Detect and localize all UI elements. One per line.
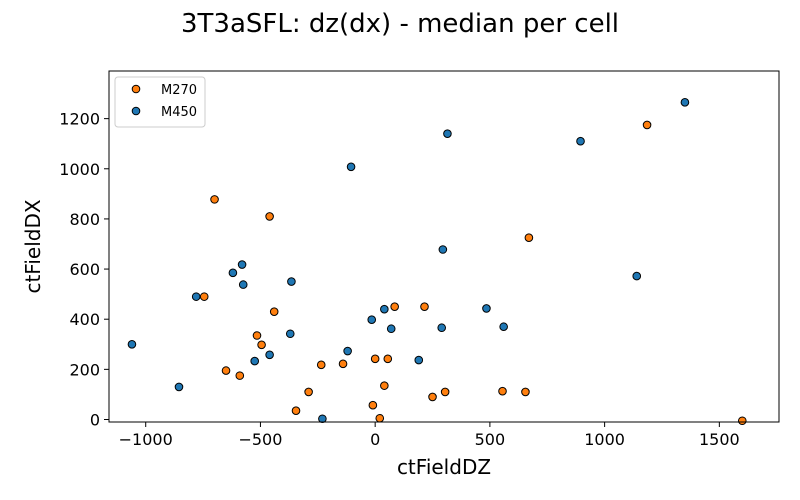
legend-marker (131, 84, 141, 94)
x-tick-label: 1000 (584, 430, 625, 449)
point-m450 (380, 304, 389, 314)
point-m450 (343, 346, 352, 356)
legend-label: M450 (161, 105, 197, 120)
point-m450 (346, 162, 356, 172)
point-m450 (438, 245, 448, 254)
x-tick-label: 500 (475, 430, 506, 449)
point-m270 (304, 387, 313, 397)
point-m270 (338, 359, 348, 369)
point-m270 (498, 386, 507, 396)
point-m270 (370, 354, 380, 364)
y-axis: 0 200 400 600 800 1000 1200 (59, 110, 109, 429)
point-m270 (420, 302, 429, 311)
point-m450 (285, 329, 295, 339)
point-m450 (386, 324, 396, 334)
point-m450 (443, 129, 452, 138)
x-tick-label: −500 (238, 430, 282, 449)
point-m450 (127, 339, 137, 349)
y-tick-label: 1200 (59, 110, 100, 129)
point-m270 (737, 416, 747, 426)
point-m270 (316, 360, 326, 370)
point-m450 (228, 268, 238, 278)
point-m450 (318, 414, 327, 424)
y-axis-title: ctFieldDX (21, 199, 45, 293)
y-tick-label: 1000 (59, 160, 100, 179)
x-axis-title: ctFieldDZ (397, 455, 491, 479)
point-m450 (632, 271, 642, 281)
point-m270 (291, 406, 301, 416)
legend: M270 M450 (114, 76, 206, 128)
y-tick-label: 800 (69, 210, 100, 229)
point-m270 (642, 120, 652, 130)
y-tick-label: 400 (69, 310, 100, 329)
point-m270 (375, 413, 385, 423)
point-m270 (221, 366, 231, 375)
point-m270 (199, 292, 209, 301)
points-layer (127, 98, 747, 426)
point-m450 (265, 350, 274, 360)
plot-frame (108, 70, 780, 423)
point-m270 (524, 233, 534, 243)
legend-label: M270 (161, 83, 197, 98)
point-m450 (437, 323, 447, 333)
point-m270 (390, 302, 399, 311)
point-m270 (428, 392, 437, 402)
point-m450 (367, 315, 377, 325)
point-m270 (383, 354, 393, 364)
point-m270 (210, 195, 219, 204)
point-m450 (237, 260, 247, 269)
point-m450 (174, 382, 184, 392)
point-m270 (265, 212, 274, 221)
point-m450 (287, 277, 296, 286)
x-tick-label: −1000 (119, 430, 173, 449)
point-m270 (440, 387, 450, 397)
point-m450 (238, 280, 248, 289)
x-tick-label: 0 (370, 430, 380, 449)
point-m270 (269, 307, 279, 316)
point-m450 (680, 98, 690, 107)
point-m450 (414, 355, 424, 365)
point-m270 (380, 381, 389, 390)
point-m270 (252, 331, 262, 340)
point-m270 (257, 340, 266, 350)
point-m270 (368, 400, 378, 410)
point-m450 (482, 304, 491, 313)
y-tick-label: 200 (69, 360, 100, 379)
x-axis: −1000 −500 0 500 1000 1500 (119, 422, 740, 449)
y-tick-label: 600 (69, 260, 100, 279)
point-m450 (499, 322, 508, 332)
point-m450 (191, 292, 201, 301)
point-m450 (250, 356, 260, 366)
y-tick-label: 0 (90, 410, 100, 429)
x-tick-label: 1500 (699, 430, 740, 449)
point-m450 (576, 136, 585, 146)
point-m270 (521, 387, 530, 397)
legend-marker (131, 106, 141, 116)
point-m270 (235, 371, 245, 380)
chart-title: 3T3aSFL: dz(dx) - median per cell (181, 9, 619, 39)
